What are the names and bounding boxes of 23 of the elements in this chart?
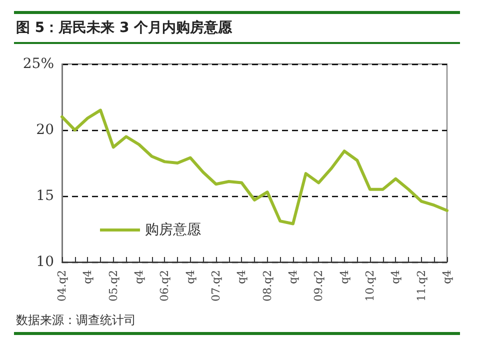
x-tick-label: q4 [81,270,94,284]
x-tick-label: q4 [184,270,197,284]
x-tick-label: 06.q2 [158,270,172,302]
x-tick-label: q4 [132,270,146,284]
chart-title: 图 5：居民未来 3 个月内购房意愿 [14,11,460,44]
y-tick-label: 25% [22,56,54,72]
legend-label: 购房意愿 [145,222,201,238]
source-note: 数据来源：调查统计司 [14,312,460,335]
y-tick-label: 20 [36,122,54,138]
x-tick-label: 08.q2 [260,270,274,302]
x-tick-label: 07.q2 [210,270,222,302]
x-tick-label: q4 [235,270,248,284]
x-tick-label: 11.q2 [414,270,428,302]
y-tick-label: 10 [36,254,54,270]
x-tick-label: 09.q2 [312,270,326,302]
x-tick-label: q4 [389,270,402,284]
y-tick-label: 15 [36,188,54,204]
x-tick-label: q4 [440,270,454,284]
x-tick-label: q4 [338,270,351,284]
x-tick-label: 04.q2 [56,270,68,302]
x-tick-label: q4 [286,270,300,284]
x-tick-label: 10.q2 [364,270,376,302]
x-tick-label: 05.q2 [106,270,120,302]
